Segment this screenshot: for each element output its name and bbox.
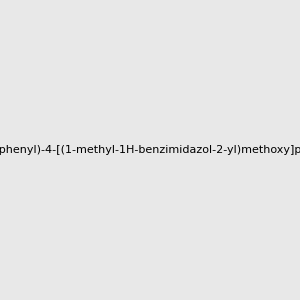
Text: 1-(4-chlorophenyl)-4-[(1-methyl-1H-benzimidazol-2-yl)methoxy]phthalazine: 1-(4-chlorophenyl)-4-[(1-methyl-1H-benzi… <box>0 145 300 155</box>
